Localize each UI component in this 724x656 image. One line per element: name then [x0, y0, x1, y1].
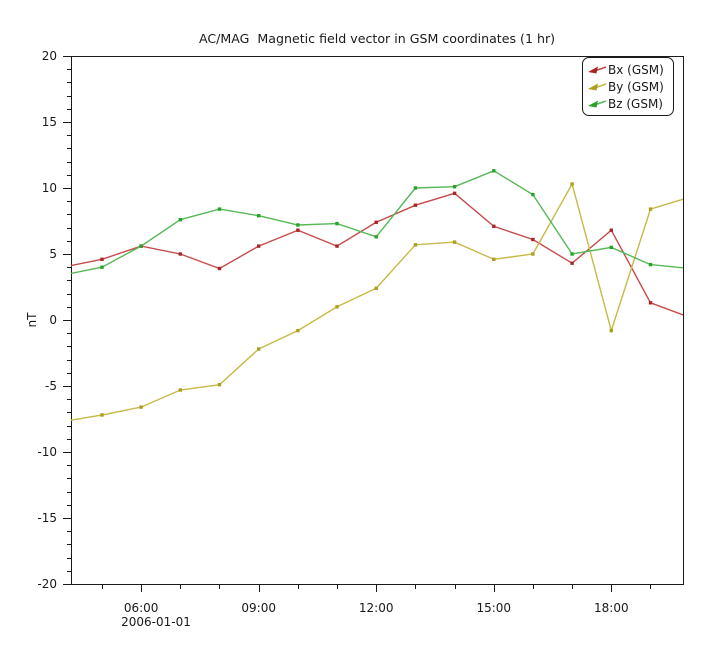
series-marker-bx	[688, 316, 691, 319]
series-marker-bx	[492, 224, 496, 228]
series-marker-bx	[531, 237, 535, 242]
series-marker-by	[335, 305, 339, 309]
y-tick-label: 5	[49, 247, 57, 261]
y-tick-label: -10	[37, 445, 57, 459]
series-marker-bx	[296, 228, 300, 232]
series-marker-bz	[61, 273, 64, 276]
series-marker-bz	[257, 214, 261, 218]
series-marker-bz	[139, 244, 143, 248]
legend-item-bz: Bz (GSM)	[586, 95, 669, 112]
legend-label-by: By (GSM)	[608, 79, 664, 94]
series-marker-bz	[492, 169, 496, 173]
legend-label-bz: Bz (GSM)	[608, 96, 663, 111]
series-marker-by	[257, 347, 261, 351]
series-marker-bz	[335, 221, 339, 226]
series-marker-by	[648, 207, 653, 211]
series-marker-bz	[531, 192, 535, 197]
legend-item-bx: Bx (GSM)	[586, 61, 669, 78]
series-marker-bx	[335, 244, 339, 248]
series-marker-by	[217, 383, 222, 387]
series-marker-bx	[257, 244, 261, 248]
series-marker-by	[61, 420, 64, 423]
series-marker-by	[178, 388, 182, 392]
y-tick-label: -5	[45, 379, 57, 393]
legend-item-by: By (GSM)	[586, 78, 669, 95]
series-marker-by	[492, 257, 496, 261]
x-tick-label: 09:00	[241, 601, 276, 615]
series-marker-bz	[100, 265, 104, 269]
x-tick-label: 15:00	[476, 601, 512, 615]
series-marker-by	[374, 286, 378, 290]
bx-line-marker-icon	[588, 66, 607, 74]
legend: Bx (GSM) By (GSM) Bz (GSM)	[582, 57, 674, 116]
series-marker-by	[531, 252, 535, 256]
series-marker-bx	[178, 252, 182, 256]
legend-label-bx: Bx (GSM)	[608, 62, 664, 77]
series-marker-by	[570, 182, 574, 186]
series-marker-by	[139, 405, 143, 409]
series-marker-by	[452, 240, 457, 244]
y-tick-label: 15	[41, 115, 57, 129]
x-axis-date-label: 2006-01-01	[121, 615, 191, 629]
series-line-by	[71, 182, 683, 421]
by-line-marker-icon	[588, 83, 607, 91]
series-marker-bz	[374, 235, 378, 239]
series-marker-bz	[648, 262, 653, 267]
series-marker-bx	[374, 220, 378, 224]
series-marker-by	[296, 328, 300, 333]
series-marker-bz	[609, 245, 613, 250]
series-marker-bx	[413, 203, 418, 207]
y-tick-label: 20	[41, 49, 57, 63]
series-marker-by	[413, 243, 418, 247]
series-marker-bz	[296, 223, 300, 227]
x-tick-label: 18:00	[594, 601, 629, 615]
bz-line-marker-icon	[588, 100, 607, 108]
y-tick-label: 0	[49, 313, 57, 327]
x-tick-label: 06:00	[123, 601, 159, 615]
series-marker-bz	[452, 185, 457, 189]
plot-frame	[71, 56, 684, 585]
series-marker-bx	[452, 191, 457, 195]
y-tick-label: -15	[37, 511, 57, 525]
series-marker-bx	[570, 261, 574, 265]
y-tick-label: 10	[41, 181, 57, 195]
series-marker-bx	[609, 228, 613, 232]
y-tick-label: -20	[37, 577, 57, 591]
series-marker-by	[609, 328, 613, 333]
page-title: AC/MAG Magnetic field vector in GSM coor…	[198, 31, 556, 46]
series-marker-by	[100, 413, 104, 417]
series-marker-bz	[688, 267, 691, 270]
series-marker-bz	[570, 252, 574, 256]
series-marker-bz	[413, 186, 418, 190]
series-marker-bx	[217, 266, 222, 271]
series-marker-bz	[217, 207, 222, 211]
series-marker-bz	[178, 218, 182, 222]
series-marker-bx	[100, 257, 104, 261]
series-marker-by	[688, 196, 691, 199]
series-marker-bx	[61, 266, 64, 269]
series-marker-bx	[648, 301, 653, 305]
series-line-bx	[71, 192, 683, 316]
x-tick-label: 12:00	[358, 601, 394, 615]
